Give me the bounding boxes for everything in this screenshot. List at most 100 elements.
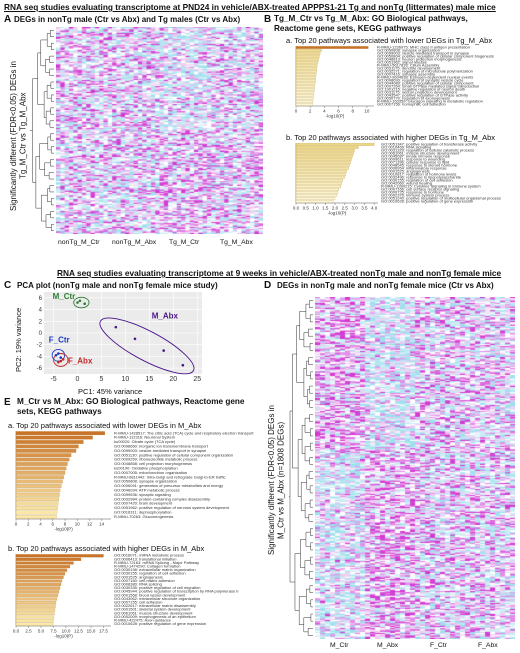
bar-term-label: GO:0051240: positive regulation of multi… [381, 195, 501, 200]
dendrogram-branch [308, 328, 313, 337]
dendrogram-branch [49, 68, 54, 76]
bar-term-label: GO:0009259: ribonucleotide metabolic pro… [114, 457, 197, 462]
panel-a-dendrogram [30, 29, 54, 232]
panel-b-sub-a: a. Top 20 pathways associated with lower… [286, 36, 493, 45]
dendrogram-branch [45, 110, 51, 125]
pca-ytick-label: -2 [37, 343, 43, 349]
bar [15, 497, 60, 502]
bar [15, 484, 62, 488]
panel-c-xlabel: PC1: 45% variance [78, 387, 143, 396]
bar-term-label: GO:0006413: translational initiation [114, 556, 176, 561]
panel-d-heatmap [315, 297, 515, 639]
bar [295, 188, 340, 191]
panel-a-col-1: nonTg_M_Ctr [58, 239, 100, 246]
pca-group-label: M_Ctr [53, 292, 76, 301]
pca-xtick-label: 25 [193, 376, 201, 383]
bar-term-label: GO:0007155: cell adhesion [114, 600, 162, 605]
bar-xlabel: -log10(P) [328, 211, 347, 216]
bar [15, 622, 54, 626]
bar-term-label: GO:0044089: positive regulation of cellu… [377, 80, 474, 85]
pca-point [59, 359, 63, 363]
bar-term-label: GO:0010628: positive regulation of gene … [381, 198, 473, 203]
pca-point [54, 353, 58, 357]
bar [295, 88, 315, 91]
bar [15, 501, 59, 506]
bar [295, 103, 313, 106]
bar-term-label: GO:0051130: positive regulation of cellu… [114, 452, 233, 457]
panel-d-ylabel-line1: Significantly different (FDR<0.05) DEGs … [267, 405, 276, 555]
bar [295, 79, 316, 82]
bar-term-label: ko00020: Citrate cycle (TCA cycle) [114, 439, 176, 444]
bar-term-label: GO:0030155: regulation of cell adhesion [381, 177, 453, 182]
bar-tick-label: 2.5 [342, 206, 349, 211]
bar [15, 514, 57, 519]
dendrogram-branch [50, 29, 54, 37]
dendrogram-branch [39, 143, 48, 170]
dendrogram-branch [307, 628, 313, 636]
pca-xtick-label: 20 [169, 376, 177, 383]
bar-term-label: GO:0001568: blood vessel development [114, 592, 186, 597]
bar-tick-label: 6 [52, 522, 55, 527]
bar-term-label: R-MMU-9634638: Estrogen-dependent nuclea… [377, 74, 473, 79]
bar-term-label: GO:0032984: protein-containing complex d… [114, 496, 210, 501]
bar-term-label: GO:0007420: brain development [114, 501, 173, 506]
bar-term-label: GO:0071396: cellular response to lipid [381, 159, 449, 164]
bar-term-label: GO:0045087: innate immune response [381, 153, 451, 158]
dendrogram-branch [309, 385, 313, 394]
dendrogram-branch [303, 617, 311, 633]
dendrogram-branch [299, 311, 306, 340]
bar [295, 52, 321, 55]
bar-tick-label: 10 [75, 522, 81, 527]
bar [15, 604, 56, 608]
panel-d-col-1: M_Ctr [330, 642, 349, 649]
bar [295, 170, 347, 173]
dendrogram-branch [310, 599, 313, 608]
bar [15, 506, 58, 510]
bar [15, 440, 84, 444]
bar [15, 601, 57, 605]
pca-ytick-label: 6 [39, 296, 43, 302]
bar [15, 608, 56, 612]
panel-d-ylabel-line2: M_Ctr vs M_Abx (n=1808 DEGs) [276, 421, 286, 539]
panel-d-col-3: F_Ctr [430, 642, 447, 649]
bar-tick-label: 2.0 [332, 206, 339, 211]
dendrogram-branch [46, 84, 52, 99]
bar [15, 568, 68, 572]
bar [15, 479, 63, 484]
bar [295, 67, 318, 70]
pca-xtick-label: -5 [50, 376, 56, 383]
bar-term-label: GO:0007166: cell surface receptor signal… [381, 186, 459, 191]
bar [295, 200, 334, 203]
bar-tick-label: 6 [337, 109, 340, 114]
panel-c-pca-plot: -5 0 5 10 15 20 25 -6 -4 -2 0 2 4 6 M_Ctr M_Abx F_Ctr F_A… [37, 292, 202, 383]
pca-point [181, 363, 185, 367]
bar [295, 55, 320, 58]
main-title-mid: RNA seq studies evaluating transcriptome… [57, 268, 502, 278]
bar-term-label: GO:0016071: mRNA metabolic process [114, 553, 184, 558]
bar-tick-label: 2 [309, 109, 312, 114]
dendrogram-branch [310, 528, 313, 536]
pca-xtick-label: 10 [121, 376, 129, 383]
bar [15, 448, 77, 453]
dendrogram-branch [310, 371, 313, 380]
bar-tick-label: 0.5 [303, 206, 310, 211]
dendrogram-branch [309, 571, 313, 579]
bar-term-label: ko00190: Oxidative phosphorylation [114, 466, 178, 471]
dendrogram-branch [49, 120, 54, 128]
dendrogram-branch [50, 94, 54, 102]
bar-term-label: GO:0048813: neuron projection morphogene… [377, 56, 462, 61]
bar-term-label: GO:1901215: negative regulation of neuro… [377, 86, 465, 91]
pca-group-ellipse [53, 353, 69, 367]
dendrogram-branch [305, 303, 311, 319]
dendrogram-branch [46, 33, 52, 47]
bar-tick-label: 12.5 [74, 629, 83, 634]
dendrogram-branch [305, 531, 311, 547]
bar [15, 565, 71, 569]
main-title-top: RNA seq studies evaluating transcriptome… [4, 2, 496, 12]
bar-term-label: GO:0007160: cell-matrix adhesion [114, 578, 175, 583]
pca-point [114, 325, 118, 329]
dendrogram-branch [32, 78, 38, 183]
bar-term-label: R-MMU-5617833: Cilium Assembly [377, 62, 439, 67]
dendrogram-branch [48, 172, 54, 180]
bar-term-label: GO:0042060: wound healing [381, 180, 432, 185]
